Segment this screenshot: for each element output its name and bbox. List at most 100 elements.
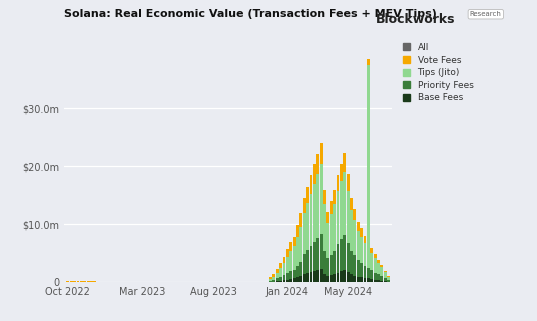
Bar	[343, 270, 346, 282]
Bar	[323, 204, 326, 250]
Bar	[323, 189, 326, 204]
Bar	[282, 280, 285, 282]
Bar	[296, 277, 299, 282]
Bar	[73, 281, 76, 282]
Bar	[364, 243, 366, 266]
Bar	[303, 254, 306, 274]
Bar	[326, 212, 329, 223]
Bar	[326, 223, 329, 258]
Bar	[67, 281, 69, 282]
Bar	[300, 213, 302, 227]
Bar	[350, 198, 353, 211]
Bar	[296, 237, 299, 266]
Bar	[357, 260, 360, 277]
Bar	[374, 254, 376, 258]
Bar	[309, 175, 313, 194]
Bar	[384, 281, 387, 282]
Bar	[377, 260, 380, 263]
Bar	[276, 269, 279, 273]
Bar	[282, 263, 285, 275]
Bar	[306, 187, 309, 204]
Bar	[293, 237, 295, 247]
Bar	[364, 266, 366, 278]
Bar	[384, 272, 387, 278]
Bar	[360, 263, 363, 277]
Bar	[303, 213, 306, 254]
Bar	[340, 181, 343, 239]
Bar	[360, 237, 363, 263]
Bar	[337, 273, 339, 282]
Bar	[333, 189, 336, 204]
Bar	[384, 271, 387, 272]
Bar	[309, 194, 313, 246]
Bar	[300, 276, 302, 282]
Bar	[323, 250, 326, 274]
Bar	[357, 277, 360, 282]
Bar	[360, 277, 363, 282]
Bar	[286, 257, 289, 273]
Bar	[323, 274, 326, 282]
Text: Research: Research	[470, 11, 502, 17]
Bar	[279, 277, 282, 281]
Bar	[269, 277, 272, 279]
Bar	[320, 143, 323, 164]
Bar	[347, 174, 350, 191]
Bar	[374, 258, 376, 273]
Text: Blockworks: Blockworks	[376, 13, 455, 26]
Bar	[380, 281, 383, 282]
Bar	[309, 246, 313, 272]
Bar	[80, 281, 83, 282]
Bar	[293, 278, 295, 282]
Bar	[333, 274, 336, 282]
Bar	[337, 191, 339, 244]
Bar	[279, 281, 282, 282]
Bar	[282, 257, 285, 263]
Bar	[387, 277, 390, 280]
Bar	[387, 280, 390, 282]
Bar	[303, 198, 306, 213]
Bar	[357, 231, 360, 260]
Bar	[340, 164, 343, 181]
Bar	[313, 184, 316, 242]
Bar	[340, 239, 343, 272]
Bar	[272, 274, 275, 277]
Bar	[367, 59, 370, 65]
Bar	[350, 251, 353, 274]
Bar	[353, 220, 356, 255]
Bar	[313, 271, 316, 282]
Bar	[343, 171, 346, 235]
Bar	[289, 272, 292, 279]
Bar	[360, 229, 363, 237]
Bar	[309, 272, 313, 282]
Bar	[289, 279, 292, 282]
Bar	[371, 270, 373, 279]
Bar	[380, 276, 383, 281]
Bar	[279, 263, 282, 268]
Bar	[340, 272, 343, 282]
Bar	[293, 270, 295, 278]
Bar	[276, 281, 279, 282]
Bar	[279, 268, 282, 277]
Bar	[286, 280, 289, 282]
Bar	[330, 214, 332, 255]
Bar	[377, 274, 380, 280]
Bar	[286, 249, 289, 257]
Bar	[296, 266, 299, 277]
Bar	[276, 278, 279, 281]
Bar	[367, 268, 370, 278]
Bar	[306, 204, 309, 250]
Bar	[337, 175, 339, 191]
Bar	[289, 251, 292, 272]
Bar	[276, 273, 279, 278]
Bar	[320, 234, 323, 269]
Text: Solana: Real Economic Value (Transaction Fees + MEV Tips): Solana: Real Economic Value (Transaction…	[64, 9, 437, 19]
Bar	[343, 235, 346, 270]
Bar	[306, 273, 309, 282]
Bar	[347, 191, 350, 243]
Bar	[347, 243, 350, 272]
Bar	[316, 174, 319, 238]
Bar	[357, 222, 360, 231]
Bar	[330, 275, 332, 282]
Bar	[343, 153, 346, 171]
Bar	[384, 278, 387, 281]
